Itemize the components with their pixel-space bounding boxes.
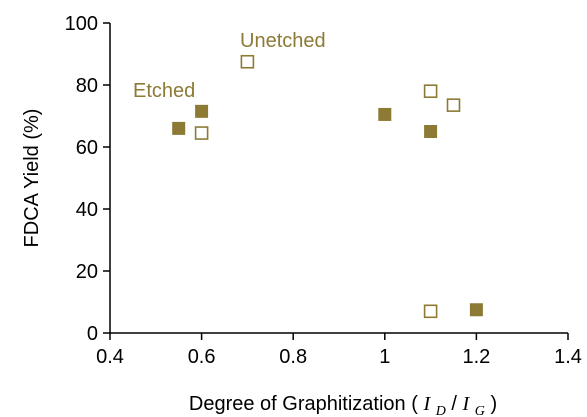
y-tick-label: 0 (87, 323, 98, 345)
x-tick-label: 0.6 (188, 346, 216, 368)
y-axis-title: FDCA Yield (%) (21, 109, 43, 248)
x-tick-label: 1.2 (462, 346, 490, 368)
x-axis-title-open-paren: ( (411, 393, 418, 415)
x-tick-label: 1 (379, 346, 390, 368)
etched-point (378, 107, 392, 121)
y-tick-label: 40 (76, 199, 98, 221)
x-axis-title: Degree of Graphitization ( I D / I G ) (189, 393, 497, 417)
x-axis-title-numerator-sub: D (435, 404, 446, 417)
unetched-point (446, 98, 461, 112)
y-tick-label: 20 (76, 261, 98, 283)
series-label-unetched: Unetched (240, 30, 326, 52)
x-axis-title-denominator-sub: G (475, 404, 485, 417)
x-axis-title-numerator: I (422, 393, 431, 415)
unetched-point (194, 126, 209, 140)
tick-labels: 0 20 40 60 80 100 0.4 0.6 0.8 1 1.2 1.4 (65, 13, 582, 368)
x-tick-label: 0.8 (279, 346, 307, 368)
series-label-etched: Etched (133, 80, 195, 102)
unetched-point (240, 54, 255, 69)
etched-point (172, 121, 186, 135)
y-tick-label: 60 (76, 137, 98, 159)
x-axis-title-denominator: I (462, 393, 471, 415)
axes (103, 22, 569, 340)
unetched-point (423, 304, 438, 319)
x-axis-title-text: Degree of Graphitization (189, 393, 406, 415)
unetched-point (423, 84, 438, 98)
x-tick-label: 1.4 (554, 346, 582, 368)
x-axis-title-close-paren: ) (490, 393, 497, 415)
data-points (172, 54, 483, 319)
y-tick-label: 100 (65, 13, 98, 35)
etched-point (424, 125, 438, 138)
y-tick-label: 80 (76, 75, 98, 97)
etched-point (195, 104, 209, 118)
x-axis-title-slash: / (451, 393, 457, 415)
etched-point (469, 303, 483, 317)
x-tick-label: 0.4 (96, 346, 124, 368)
